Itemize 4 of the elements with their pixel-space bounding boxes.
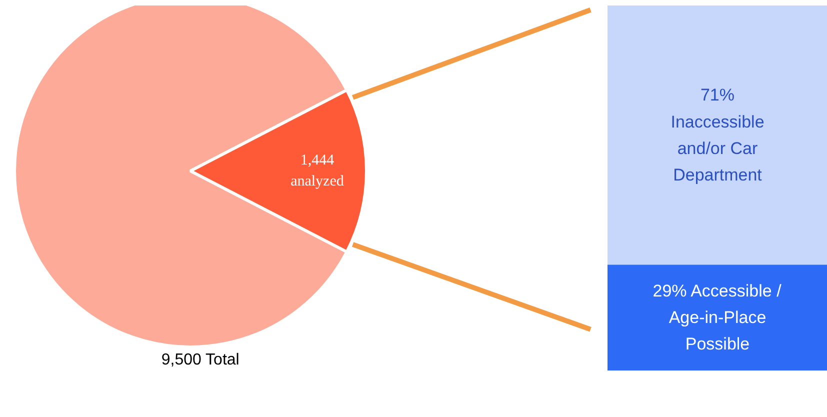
data-label: 29% Accessible / Age-in-Place Possible [652,281,782,354]
data-label: 71% Inaccessible and/or Car Department [670,86,764,184]
data-label: 1,444 analyzed [290,152,344,190]
text: 9,500 Total [161,351,240,368]
